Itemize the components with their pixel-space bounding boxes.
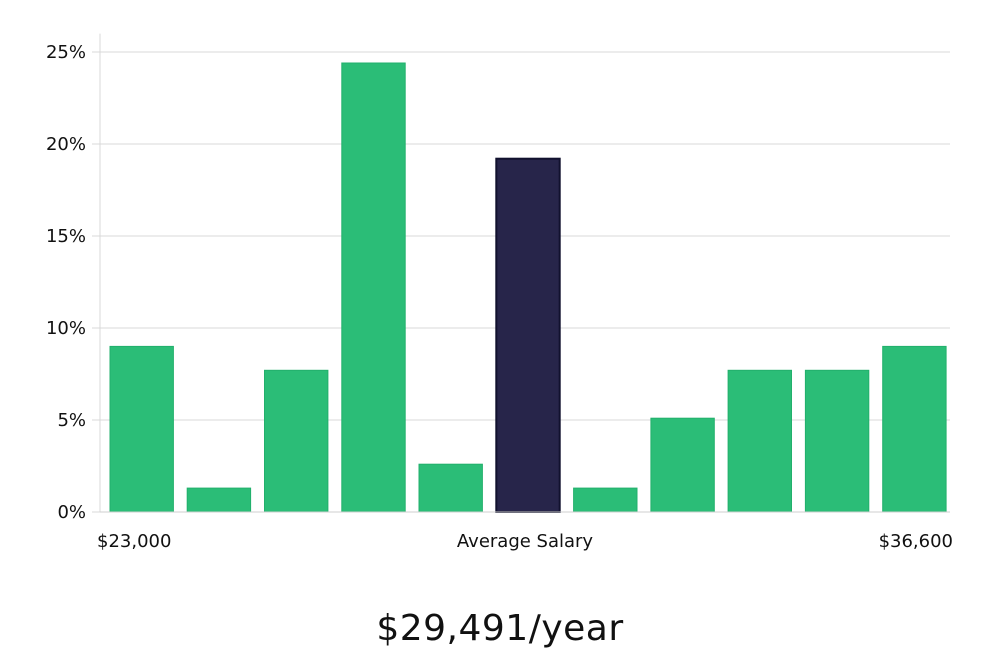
y-tick-label: 20% bbox=[46, 134, 86, 155]
salary-distribution-chart: 0%5%10%15%20%25% $23,000 Average Salary … bbox=[46, 33, 953, 552]
x-center-label: Average Salary bbox=[457, 531, 594, 552]
bar bbox=[882, 345, 947, 513]
bar bbox=[727, 369, 792, 513]
bars bbox=[109, 62, 947, 513]
y-tick-label: 0% bbox=[57, 502, 86, 523]
y-tick-label: 15% bbox=[46, 226, 86, 247]
x-max-label: $36,600 bbox=[879, 531, 953, 552]
bar bbox=[804, 369, 870, 513]
bar bbox=[341, 62, 406, 513]
bar bbox=[109, 345, 174, 513]
average-salary-value: $29,491/year bbox=[376, 608, 624, 649]
bar bbox=[573, 487, 638, 513]
y-tick-label: 25% bbox=[46, 42, 86, 63]
bar bbox=[418, 463, 483, 513]
y-tick-label: 10% bbox=[46, 318, 86, 339]
y-tick-label: 5% bbox=[57, 410, 86, 431]
bar bbox=[650, 417, 715, 513]
bar bbox=[186, 487, 252, 513]
bar bbox=[264, 369, 329, 513]
x-min-label: $23,000 bbox=[97, 531, 171, 552]
highlighted-bar bbox=[495, 157, 561, 513]
y-axis-ticks: 0% 5% 10% 15% 20% 25% bbox=[46, 42, 86, 523]
